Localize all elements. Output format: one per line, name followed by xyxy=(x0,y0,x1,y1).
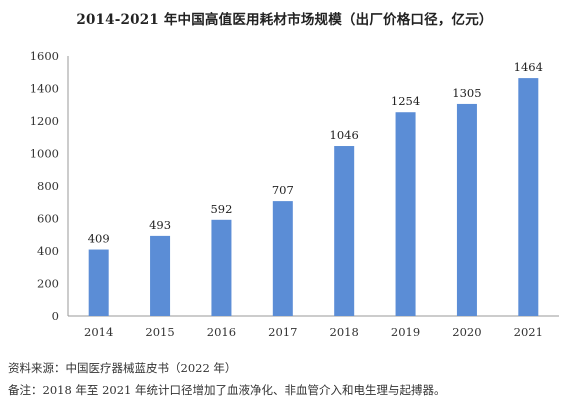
y-tick-label: 400 xyxy=(37,244,59,258)
y-tick-label: 0 xyxy=(52,309,59,323)
x-tick-label: 2019 xyxy=(391,325,420,339)
x-tick-label: 2021 xyxy=(514,325,543,339)
data-label: 493 xyxy=(149,218,171,232)
chart-title: 2014-2021 年中国高值医用耗材市场规模（出厂价格口径，亿元） xyxy=(76,12,493,28)
bar-2018 xyxy=(334,146,355,316)
y-tick-labels: 0 200 400 600 800 1000 1200 1400 1600 xyxy=(30,49,59,323)
bar-2019 xyxy=(395,112,416,316)
y-tick-label: 600 xyxy=(37,212,59,226)
data-label: 1254 xyxy=(391,94,420,108)
bar-2016 xyxy=(211,219,232,316)
x-tick-label: 2017 xyxy=(268,325,297,339)
bar-2014 xyxy=(88,249,109,316)
source-note: 资料来源：中国医疗器械蓝皮书（2022 年） xyxy=(8,361,237,375)
remark-note: 备注：2018 年至 2021 年统计口径增加了血液净化、非血管介入和电生理与起… xyxy=(8,383,446,397)
y-tick-label: 800 xyxy=(37,179,59,193)
y-tick-label: 1000 xyxy=(30,147,59,161)
bar-2017 xyxy=(272,201,293,316)
x-tick-label: 2020 xyxy=(452,325,481,339)
data-label: 707 xyxy=(272,183,294,197)
data-label: 409 xyxy=(88,232,110,246)
data-label: 1464 xyxy=(514,60,543,74)
x-tick-label: 2015 xyxy=(145,325,174,339)
x-tick-label: 2014 xyxy=(84,325,113,339)
y-tick-label: 1600 xyxy=(30,49,59,63)
data-label: 592 xyxy=(210,202,232,216)
bar-2021 xyxy=(518,78,539,316)
data-label: 1046 xyxy=(330,128,359,142)
y-tick-label: 200 xyxy=(37,277,59,291)
bar-2015 xyxy=(150,235,171,316)
bar-2020 xyxy=(456,103,477,316)
y-tick-label: 1400 xyxy=(30,82,59,96)
x-tick-labels: 2014 2015 2016 2017 2018 2019 2020 2021 xyxy=(84,325,543,339)
x-tick-label: 2016 xyxy=(207,325,236,339)
x-tick-label: 2018 xyxy=(330,325,359,339)
data-label: 1305 xyxy=(452,86,481,100)
bars xyxy=(88,78,539,316)
data-labels: 409 493 592 707 1046 1254 1305 1464 xyxy=(88,60,543,245)
y-axis: 0 200 400 600 800 1000 1200 1400 1600 xyxy=(30,49,69,323)
x-axis: 2014 2015 2016 2017 2018 2019 2020 2021 xyxy=(68,315,559,339)
y-tick-label: 1200 xyxy=(30,114,59,128)
